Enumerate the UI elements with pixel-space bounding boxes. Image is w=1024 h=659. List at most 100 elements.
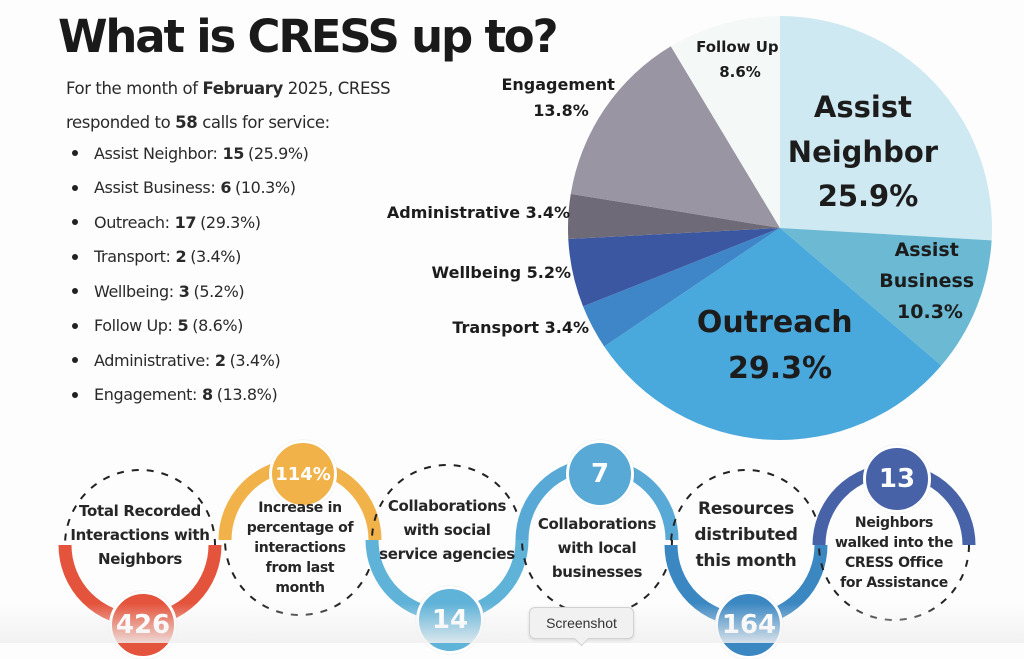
stat-description-line: Neighbors (854, 515, 934, 531)
category-pct: (29.3%) (200, 212, 261, 232)
bullet-icon (72, 219, 78, 226)
category-list: Assist Neighbor: 15 (25.9%) Assist Busines… (72, 136, 309, 412)
stat-description-line: Collaborations (387, 497, 507, 515)
category-count: 15 (222, 143, 245, 163)
list-item: Outreach: 17 (29.3%) (72, 205, 309, 240)
stat-description-line: Interactions with (70, 526, 210, 544)
intro-line2-suffix: calls for service: (202, 113, 330, 132)
list-item: Follow Up: 5 (8.6%) (72, 309, 309, 344)
tooltip-label: Screenshot (546, 615, 617, 631)
label-transport: Transport 3.4% (452, 318, 589, 337)
category-count: 5 (177, 316, 189, 336)
category-label: Transport: (94, 247, 171, 267)
pie-slices (568, 16, 993, 441)
label-engagement: Engagement 13.8% (501, 75, 620, 120)
label-outreach: Outreach 29.3% (697, 305, 863, 386)
pie-slice-follow-up (670, 16, 780, 228)
category-pct: (25.9%) (248, 143, 309, 163)
stat-description-line: Collaborations (537, 515, 657, 533)
screenshot-tooltip: Screenshot (529, 607, 634, 639)
stat-description-line: this month (695, 551, 797, 571)
category-label: Assist Business: (94, 178, 216, 198)
stat-description: Increase in percentage of interactions from… (225, 498, 375, 598)
bullet-icon (72, 150, 78, 157)
stat-description: Resources distributed this month (671, 496, 821, 574)
category-count: 8 (202, 385, 213, 405)
label-administrative: Administrative 3.4% (387, 203, 570, 222)
category-label: Assist Neighbor: (94, 143, 218, 163)
stat-description-line: month (275, 580, 325, 596)
stat-value-badge: 114% (269, 440, 337, 508)
bullet-icon (72, 391, 78, 398)
list-item: Wellbeing: 3 (5.2%) (72, 274, 309, 309)
bullet-icon (72, 253, 78, 260)
stat-description: Neighbors walked into the CRESS Office for … (819, 513, 969, 593)
intro-line2-prefix: responded to (66, 113, 171, 132)
pie-slice-assist-neighbor (780, 16, 993, 241)
stat-description-line: Resources (698, 499, 794, 519)
stat-description-line: Neighbors (98, 550, 182, 568)
category-label: Wellbeing: (94, 281, 174, 301)
list-item: Engagement: 8 (13.8%) (72, 378, 309, 413)
list-item: Transport: 2 (3.4%) (72, 240, 309, 275)
intro-line-2: responded to 58 calls for service: (66, 106, 446, 140)
category-count: 6 (220, 178, 232, 198)
intro-year: 2025, CRESS (287, 79, 391, 98)
stat-description-line: distributed (694, 525, 798, 545)
pie-slice-administrative (568, 193, 780, 239)
list-item: Assist Neighbor: 15 (25.9%) (72, 136, 309, 171)
stat-description-line: Total Recorded (79, 502, 201, 520)
stat-description-line: interactions (254, 540, 346, 556)
stat-description-line: for Assistance (840, 575, 948, 591)
stat-description: Total Recorded Interactions with Neighbors (65, 499, 215, 571)
pie-slice-outreach (604, 228, 942, 441)
category-count: 2 (175, 247, 187, 267)
category-label: Administrative: (94, 350, 210, 370)
bullet-icon (72, 184, 78, 191)
pie-chart: Assist Neighbor 25.9% Assist Business 10… (387, 16, 993, 441)
stat-description-line: percentage of (246, 520, 354, 536)
pie-slice-engagement (570, 46, 780, 228)
intro-calls-count: 58 (175, 113, 198, 132)
category-pct: (8.6%) (192, 316, 244, 336)
category-count: 2 (214, 350, 226, 370)
category-label: Follow Up: (94, 316, 173, 336)
stat-description-line: Increase in (258, 500, 342, 516)
stat-description-line: service agencies (379, 545, 515, 563)
list-item: Administrative: 2 (3.4%) (72, 343, 309, 378)
intro-month: February (202, 79, 284, 98)
label-wellbeing: Wellbeing 5.2% (432, 263, 571, 282)
intro-text: For the month of February 2025, CRESS re… (66, 72, 446, 140)
pie-labels: Assist Neighbor 25.9% Assist Business 10… (387, 38, 981, 386)
stat-description-line: walked into the (834, 535, 954, 551)
stat-description-line: with local (557, 539, 637, 557)
pie-slice-wellbeing (568, 228, 780, 307)
stat-description-line: with social (403, 521, 491, 539)
category-pct: (10.3%) (235, 178, 296, 198)
stat-description: Collaborations with social service agencie… (372, 494, 522, 566)
label-assist-business: Assist Business 10.3% (879, 239, 981, 323)
intro-line-1: For the month of February 2025, CRESS (66, 72, 446, 106)
bottom-fade (0, 603, 1024, 643)
stat-value-badge: 7 (566, 440, 634, 508)
page-title: What is CRESS up to? (58, 10, 559, 63)
category-pct: (3.4%) (229, 350, 281, 370)
bullet-icon (72, 322, 78, 329)
category-pct: (5.2%) (193, 281, 245, 301)
list-item: Assist Business: 6 (10.3%) (72, 171, 309, 206)
category-count: 3 (178, 281, 190, 301)
stat-description-line: businesses (551, 563, 643, 581)
label-follow-up: Follow Up 8.6% (696, 38, 784, 81)
intro-prefix: For the month of (66, 79, 198, 98)
bullet-icon (72, 357, 78, 364)
category-pct: (3.4%) (190, 247, 241, 267)
stat-value-badge: 13 (863, 445, 931, 513)
stat-description: Collaborations with local businesses (522, 512, 672, 584)
pie-slice-transport (583, 228, 780, 347)
category-label: Engagement: (94, 385, 198, 405)
label-assist-neighbor: Assist Neighbor 25.9% (788, 90, 948, 213)
stat-description-line: CRESS Office (844, 555, 944, 571)
category-label: Outreach: (94, 212, 170, 232)
stat-description-line: from last (265, 560, 335, 576)
category-pct: (13.8%) (216, 385, 278, 405)
